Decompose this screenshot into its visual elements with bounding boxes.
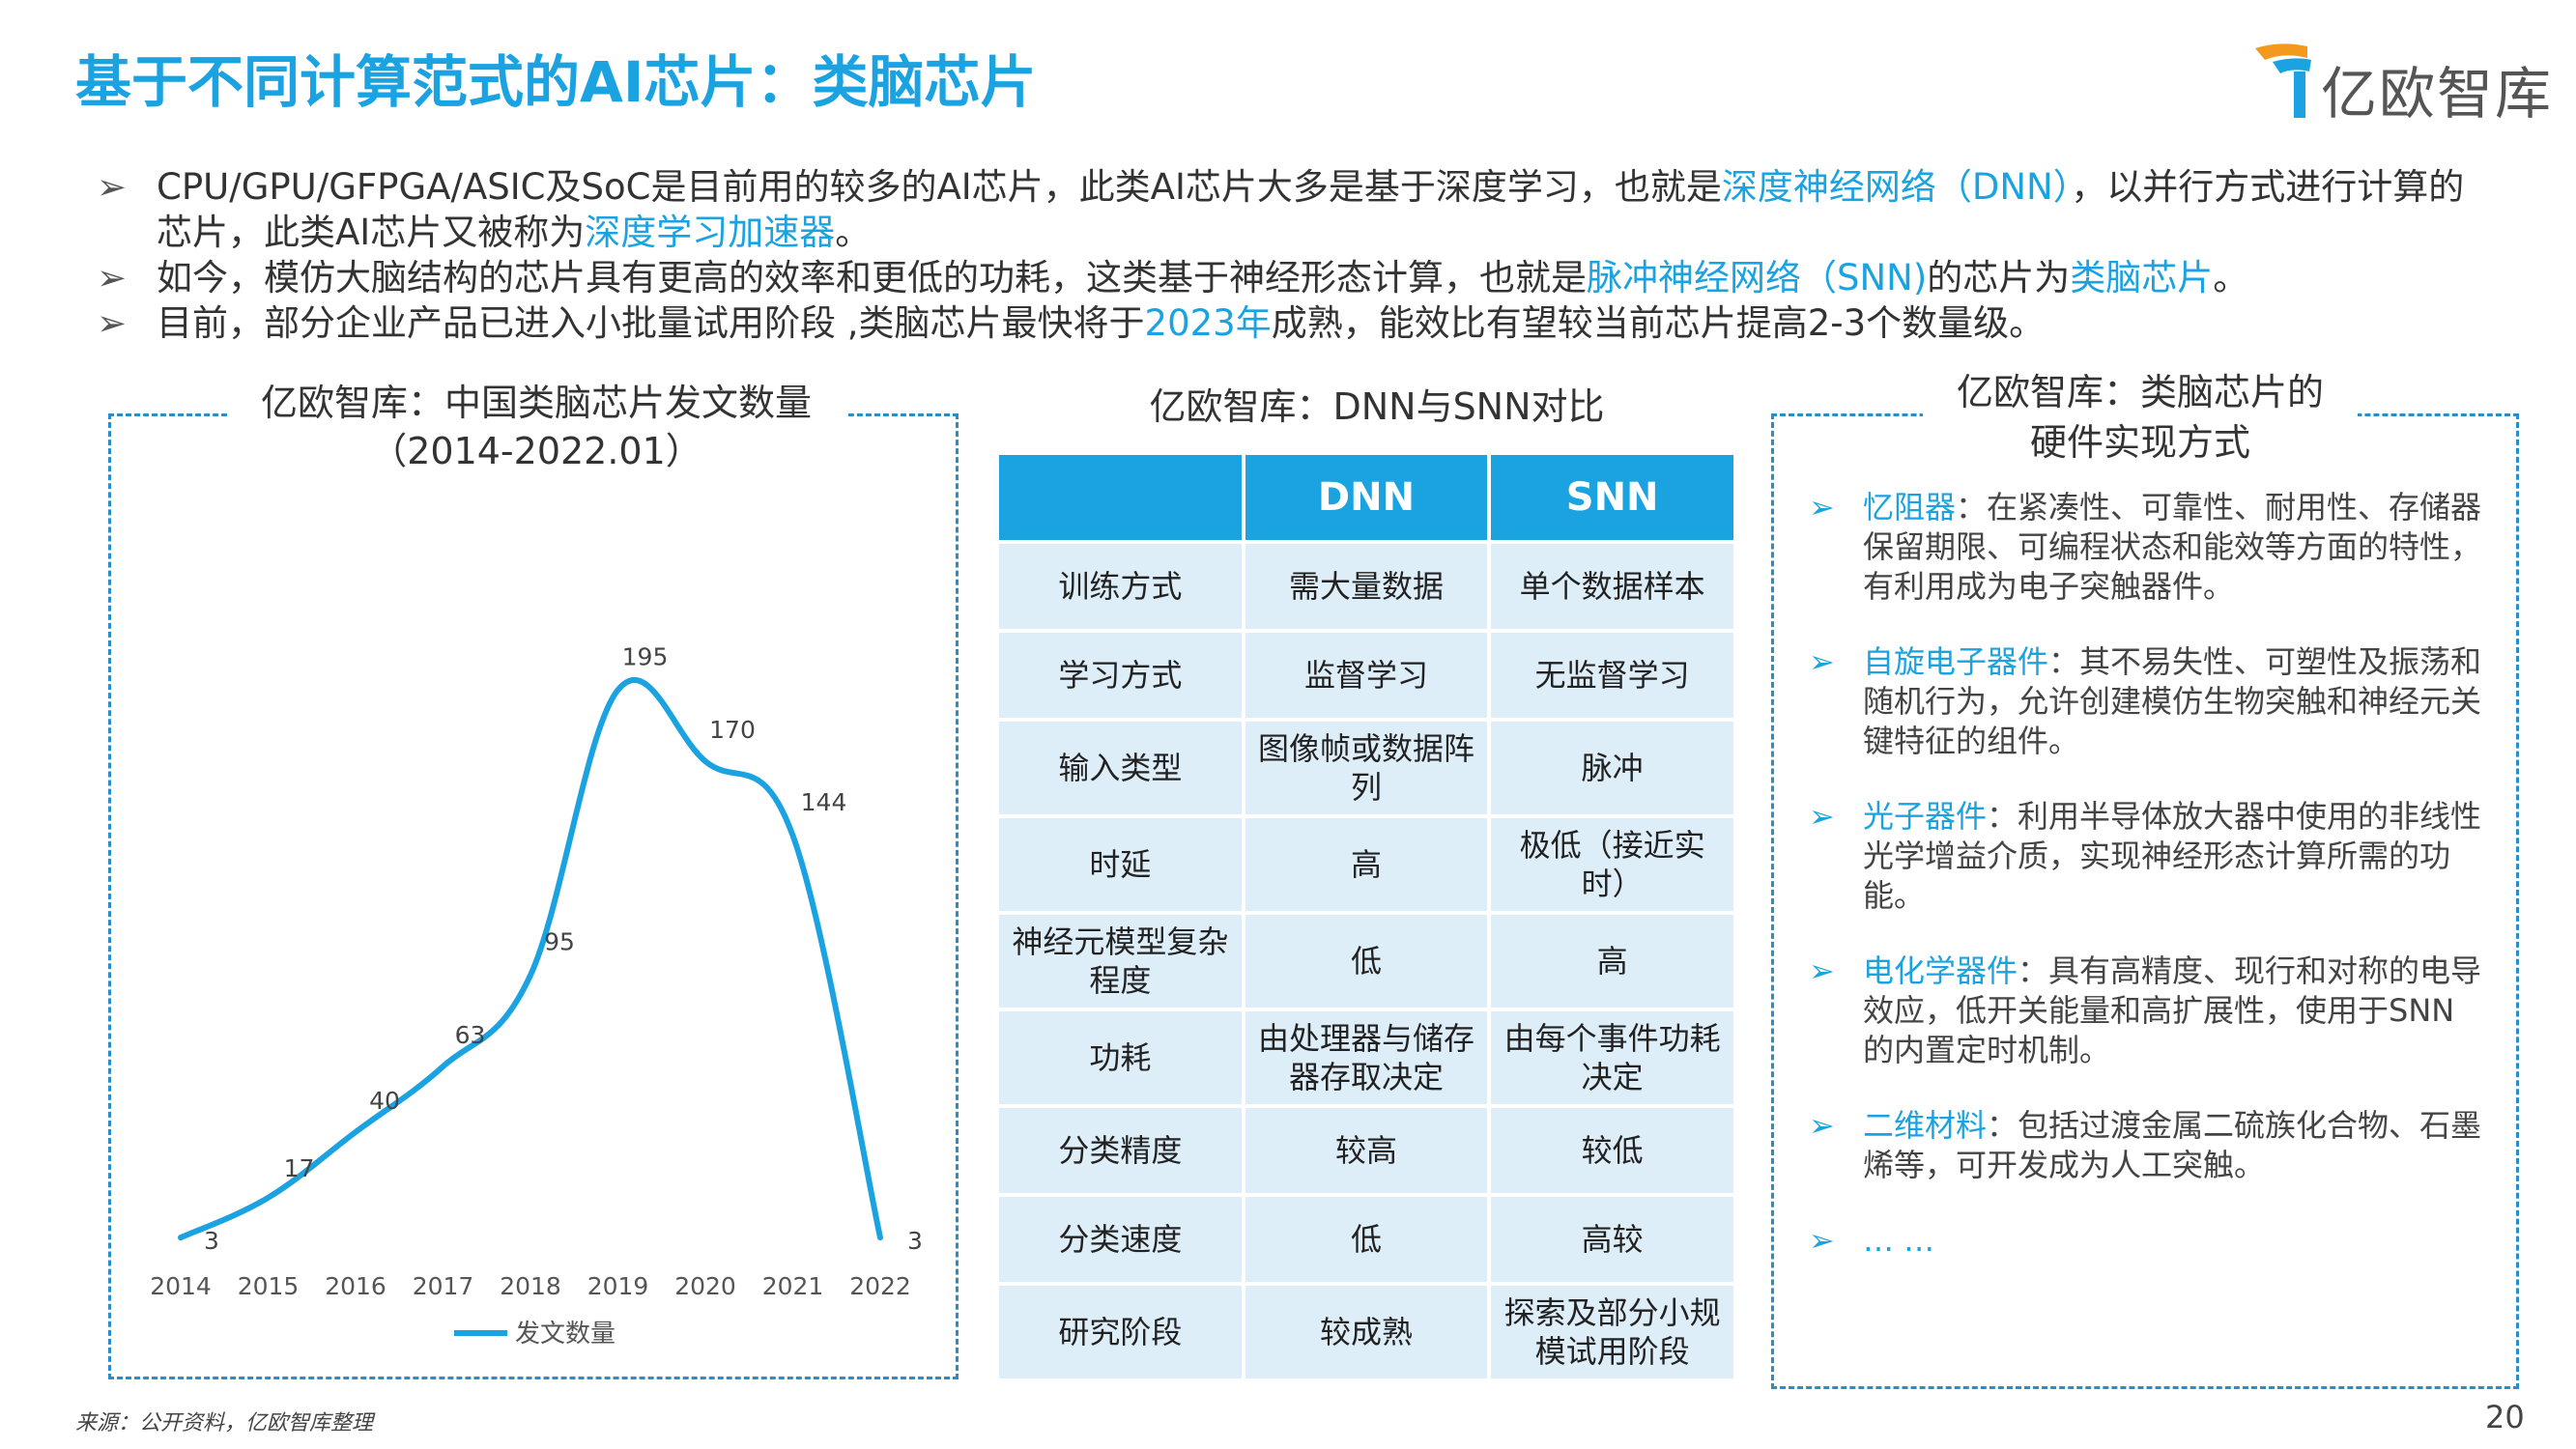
data-label: 3 — [204, 1227, 219, 1255]
table-row: 研究阶段 较成熟 探索及部分小规模试用阶段 — [999, 1286, 1733, 1378]
series-line — [178, 677, 883, 1241]
data-label: 195 — [622, 642, 669, 670]
bullet-2: ➢ 如今，模仿大脑结构的芯片具有更高的效率和更低的功耗，这类基于神经形态计算，也… — [97, 257, 2249, 298]
table-header-snn: SNN — [1491, 455, 1733, 540]
table-title: 亿欧智库：DNN与SNN对比 — [1149, 385, 1605, 428]
x-tick-label: 2016 — [325, 1272, 386, 1300]
x-tick-label: 2021 — [762, 1272, 824, 1300]
bullet-arrow-icon: ➢ — [97, 302, 128, 344]
bullet-arrow-icon: ➢ — [97, 166, 128, 208]
data-label: 144 — [801, 788, 847, 816]
bullet-3: ➢ 目前，部分企业产品已进入小批量试用阶段 ,类脑芯片最快将于2023年成熟，能… — [97, 302, 2046, 344]
list-item: ➢ 自旋电子器件：其不易失性、可塑性及振荡和随机行为，允许创建模仿生物突触和神经元… — [1809, 643, 2482, 759]
x-tick-label: 2015 — [238, 1272, 300, 1300]
x-tick-label: 2017 — [413, 1272, 474, 1300]
x-tick-label: 2020 — [674, 1272, 736, 1300]
table-header-empty — [999, 455, 1242, 540]
table-row: 学习方式 监督学习 无监督学习 — [999, 633, 1733, 718]
chart-box-title: 亿欧智库：中国类脑芯片发文数量 （2014-2022.01） — [227, 379, 845, 475]
table-row: 功耗 由处理器与储存器存取决定 由每个事件功耗决定 — [999, 1011, 1733, 1104]
dnn-snn-table: DNN SNN 训练方式 需大量数据 单个数据样本 学习方式 监督学习 无监督学习 输入… — [995, 451, 1737, 1382]
table-row: 输入类型 图像帧或数据阵列 脉冲 — [999, 722, 1733, 814]
list-item: ➢… … — [1809, 1222, 1935, 1259]
table-row: 训练方式 需大量数据 单个数据样本 — [999, 544, 1733, 629]
table-row: 时延高极低（接近实时） — [999, 818, 1733, 911]
hardware-list: ➢ 忆阻器：在紧凑性、可靠性、耐用性、存储器保留期限、可编程状态和能效等方面的特性… — [1809, 488, 2485, 1296]
page-number: 20 — [2485, 1399, 2525, 1435]
bullet-arrow-icon: ➢ — [1809, 643, 1835, 680]
bullet-arrow-icon: ➢ — [1809, 1222, 1835, 1259]
x-tick-label: 2014 — [150, 1272, 212, 1300]
table-row: 神经元模型复杂程度低高 — [999, 915, 1733, 1008]
bullet-arrow-icon: ➢ — [1809, 952, 1835, 989]
data-label: 170 — [709, 716, 756, 744]
hardware-box-title: 亿欧智库：类脑芯片的 硬件实现方式 — [1923, 367, 2358, 468]
data-label: 40 — [369, 1087, 400, 1115]
publication-line-chart: 3 17 40 63 95 195 170 144 3 2014 2015 2016 2017 2018 2… — [150, 642, 923, 1349]
bullet-arrow-icon: ➢ — [1809, 489, 1835, 526]
table-row: 分类精度 较高 较低 — [999, 1108, 1733, 1193]
bullet-arrow-icon: ➢ — [97, 257, 128, 298]
list-item: ➢ 二维材料：包括过渡金属二硫族化合物、石墨烯等，可开发成为人工突触。 — [1809, 1107, 2482, 1183]
table-row: 分类速度低高较 — [999, 1197, 1733, 1282]
table-header-dnn: DNN — [1245, 455, 1488, 540]
x-tick-label: 2019 — [587, 1272, 649, 1300]
brand-logo — [2255, 43, 2311, 118]
page-title: 基于不同计算范式的AI芯片：类脑芯片 — [75, 49, 1037, 115]
list-item: ➢ 光子器件：利用半导体放大器中使用的非线性光学增益介质，实现神经形态计算所需的功… — [1809, 798, 2482, 914]
intro-bullets: ➢ CPU/GPU/GFPGA/ASIC及SoC是目前用的较多的AI芯片，此类A… — [97, 164, 2493, 346]
x-tick-label: 2022 — [849, 1272, 911, 1300]
legend-label: 发文数量 — [515, 1320, 615, 1349]
table-header-row: DNN SNN — [999, 455, 1733, 540]
list-item: ➢ 忆阻器：在紧凑性、可靠性、耐用性、存储器保留期限、可编程状态和能效等方面的特性… — [1809, 489, 2482, 605]
bullet-arrow-icon: ➢ — [1809, 798, 1835, 835]
data-label: 95 — [544, 928, 575, 956]
data-label: 3 — [907, 1227, 923, 1255]
source-note: 来源：公开资料，亿欧智库整理 — [75, 1411, 374, 1435]
brand-name: 亿欧智库 — [2321, 61, 2554, 127]
x-tick-label: 2018 — [500, 1272, 561, 1300]
data-label: 17 — [284, 1154, 315, 1182]
data-label: 63 — [455, 1021, 486, 1049]
list-item: ➢ 电化学器件：具有高精度、现行和对称的电导效应，低开关能量和高扩展性，使用于SN… — [1809, 952, 2482, 1068]
bullet-1: ➢ CPU/GPU/GFPGA/ASIC及SoC是目前用的较多的AI芯片，此类A… — [97, 166, 2465, 253]
bullet-arrow-icon: ➢ — [1809, 1107, 1835, 1144]
